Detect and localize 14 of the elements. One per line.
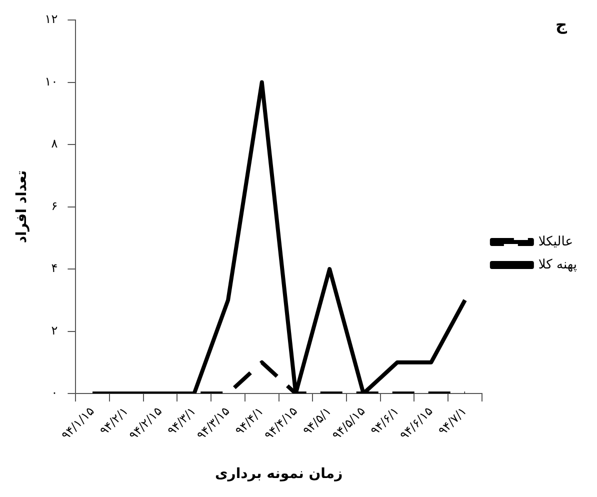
y-tick-label: ۶ — [51, 198, 58, 213]
y-tick-label: ۸ — [51, 136, 58, 151]
y-axis-title: تعداد افراد — [14, 170, 30, 244]
y-tick-label: ۱۰ — [44, 74, 58, 88]
y-tick-label: ۰ — [51, 386, 58, 400]
x-tick-label: ۹۴/۷/۱ — [435, 404, 470, 438]
x-tick-label: ۹۴/۱/۱۵ — [58, 404, 97, 442]
y-tick-label: ۲ — [51, 323, 58, 338]
legend-label: پهنه کلا — [538, 257, 578, 272]
x-axis-title: زمان نمونه برداری — [214, 466, 343, 482]
y-tick-label: ۴ — [51, 261, 58, 276]
y-tick-label: ۱۲ — [44, 12, 58, 26]
text: ج — [555, 15, 568, 34]
legend-label: عالیکلا — [538, 234, 573, 250]
